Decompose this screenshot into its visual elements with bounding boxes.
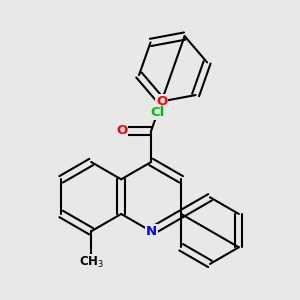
Text: O: O [116, 124, 127, 137]
Text: Cl: Cl [150, 106, 165, 119]
Text: O: O [156, 95, 167, 108]
Text: CH$_3$: CH$_3$ [79, 254, 104, 270]
Text: N: N [146, 225, 157, 238]
